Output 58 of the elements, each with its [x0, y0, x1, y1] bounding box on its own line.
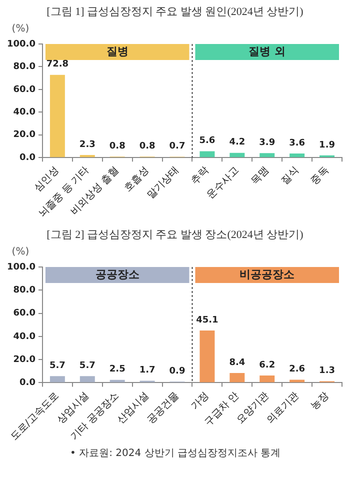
- y-tick-label: 40.0: [13, 332, 36, 342]
- data-label: 5.7: [79, 360, 96, 371]
- bar: [200, 151, 215, 158]
- text: 공공장소: [95, 268, 140, 281]
- text: • 자료원: 2024 상반기 급성심장정지조사 통계: [69, 447, 282, 460]
- data-label: 8.4: [229, 358, 246, 368]
- data-label: 0.9: [169, 366, 186, 377]
- data-label: 0.8: [109, 142, 126, 152]
- bar: [230, 372, 245, 382]
- bar: [50, 74, 65, 158]
- data-label: 3.6: [289, 138, 306, 148]
- y-tick-label: 20.0: [13, 354, 36, 365]
- y-axis-title: (%): [12, 24, 30, 35]
- data-label: 1.9: [319, 140, 335, 150]
- y-tick-label: 100.0: [7, 262, 36, 272]
- bar: [290, 154, 305, 158]
- bar: [80, 376, 95, 382]
- y-tick-label: 60.0: [13, 308, 36, 319]
- text: 질병: [106, 44, 128, 58]
- data-label: 6.2: [259, 360, 276, 370]
- bar: [230, 152, 245, 158]
- data-label: 2.6: [289, 364, 306, 375]
- chart-title: [그림 2] 급성심장정지 주요 발생 장소(2024년 상반기): [46, 228, 304, 241]
- y-tick-label: 80.0: [13, 62, 36, 72]
- data-label: 5.7: [49, 360, 66, 371]
- data-label: 2.5: [109, 364, 126, 375]
- y-tick-label: 80.0: [13, 285, 36, 296]
- y-tick-label: 40.0: [13, 108, 36, 118]
- y-axis-title: (%): [12, 246, 30, 258]
- y-tick-label: 0.0: [20, 378, 36, 388]
- x-tick-label: 목맴: [249, 165, 272, 187]
- data-label: 0.8: [139, 142, 156, 152]
- bar: [80, 154, 95, 158]
- y-tick-label: 0.0: [20, 152, 36, 163]
- y-tick-label: 60.0: [13, 84, 36, 95]
- bar: [260, 153, 275, 158]
- text: 비공공장소: [240, 268, 295, 281]
- data-label: 3.9: [259, 138, 276, 148]
- data-label: 0.7: [169, 142, 186, 152]
- y-tick-label: 100.0: [7, 39, 36, 50]
- y-tick-label: 20.0: [13, 130, 36, 140]
- data-label: 1.7: [139, 366, 156, 376]
- bar: [50, 376, 65, 382]
- bar: [290, 380, 305, 382]
- data-label: 2.3: [79, 140, 96, 150]
- data-label: 1.3: [319, 366, 335, 376]
- x-tick-label: 추락: [189, 165, 212, 187]
- chart-title: [그림 1] 급성심장정지 주요 발생 원인(2024년 상반기): [46, 5, 304, 18]
- x-tick-label: 질식: [279, 165, 302, 187]
- data-label: 45.1: [196, 315, 218, 326]
- x-tick-label: 농장: [309, 390, 331, 412]
- data-label: 4.2: [229, 138, 246, 148]
- text: 질병 외: [248, 44, 286, 58]
- bar: [260, 376, 275, 382]
- bar: [200, 330, 215, 382]
- x-tick-label: 중독: [309, 165, 331, 187]
- data-label: 72.8: [46, 60, 69, 70]
- data-label: 5.6: [199, 136, 216, 146]
